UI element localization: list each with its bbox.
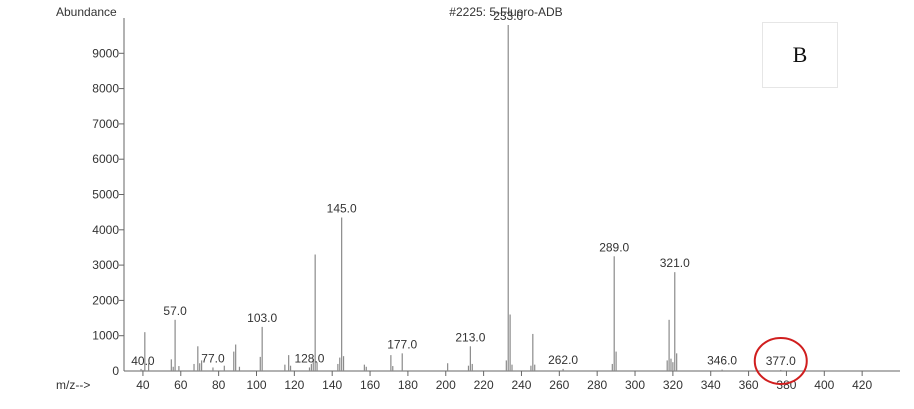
x-tick-label: 180 bbox=[398, 378, 418, 392]
peak-label-321: 321.0 bbox=[660, 256, 690, 270]
peak-label-145: 145.0 bbox=[327, 201, 357, 215]
panel-label: B bbox=[792, 42, 808, 67]
y-tick-label: 3000 bbox=[92, 258, 119, 272]
peak-label-128: 128.0 bbox=[294, 351, 324, 365]
x-tick-label: 60 bbox=[174, 378, 188, 392]
x-tick-label: 40 bbox=[136, 378, 150, 392]
x-axis-title: m/z--> bbox=[56, 378, 90, 392]
x-tick-label: 360 bbox=[739, 378, 759, 392]
y-tick-label: 7000 bbox=[92, 117, 119, 131]
peak-label-262: 262.0 bbox=[548, 353, 578, 367]
peak-label-377: 377.0 bbox=[766, 354, 796, 368]
peak-label-103: 103.0 bbox=[247, 311, 277, 325]
annotations bbox=[753, 336, 808, 385]
peak-label-177: 177.0 bbox=[387, 337, 417, 351]
x-tick-label: 400 bbox=[814, 378, 834, 392]
x-tick-label: 260 bbox=[549, 378, 569, 392]
x-tick-label: 100 bbox=[246, 378, 266, 392]
y-tick-label: 5000 bbox=[92, 188, 119, 202]
peak-label-77: 77.0 bbox=[201, 351, 225, 365]
peak-label-346: 346.0 bbox=[707, 354, 737, 368]
peak-label-213: 213.0 bbox=[455, 330, 485, 344]
highlight-circle bbox=[753, 336, 808, 385]
x-tick-label: 320 bbox=[663, 378, 683, 392]
x-tick-label: 120 bbox=[284, 378, 304, 392]
panel-label-box: B bbox=[762, 22, 838, 88]
chart-title: #2225: 5-Fluoro-ADB bbox=[449, 5, 562, 19]
x-tick-label: 160 bbox=[360, 378, 380, 392]
y-tick-label: 0 bbox=[112, 364, 119, 378]
y-axis-ticks: 0 1000 2000 3000 4000 5000 6000 7000 8000 9000 bbox=[92, 46, 124, 378]
x-tick-label: 200 bbox=[436, 378, 456, 392]
y-tick-label: 4000 bbox=[92, 223, 119, 237]
peak-label-57: 57.0 bbox=[163, 304, 187, 318]
x-tick-label: 300 bbox=[625, 378, 645, 392]
x-tick-label: 340 bbox=[701, 378, 721, 392]
peak-label-289: 289.0 bbox=[599, 240, 629, 254]
x-tick-label: 140 bbox=[322, 378, 342, 392]
x-tick-label: 420 bbox=[852, 378, 872, 392]
peak-label-40: 40.0 bbox=[131, 354, 155, 368]
y-tick-label: 1000 bbox=[92, 329, 119, 343]
x-tick-label: 280 bbox=[587, 378, 607, 392]
x-tick-label: 220 bbox=[474, 378, 494, 392]
x-tick-label: 240 bbox=[511, 378, 531, 392]
peak-label-233: 233.0 bbox=[493, 9, 523, 23]
peak-labels: 40.0 57.0 77.0 103.0 128.0 145.0 177.0 213.0 233… bbox=[131, 9, 796, 368]
y-tick-label: 9000 bbox=[92, 46, 119, 60]
y-tick-label: 2000 bbox=[92, 293, 119, 307]
y-tick-label: 8000 bbox=[92, 82, 119, 96]
y-axis-title: Abundance bbox=[56, 5, 117, 19]
y-tick-label: 6000 bbox=[92, 152, 119, 166]
x-axis-ticks: 40 60 80 100 120 140 160 180 200 220 240 260 280 300 3… bbox=[136, 371, 872, 392]
x-tick-label: 80 bbox=[212, 378, 226, 392]
peak-series bbox=[140, 25, 782, 371]
